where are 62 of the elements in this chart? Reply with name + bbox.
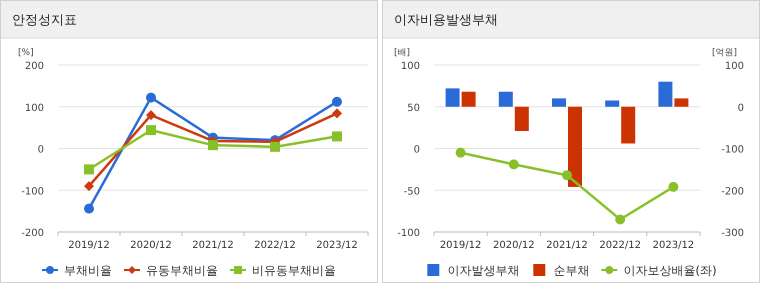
legend-label: 순부채	[553, 264, 590, 278]
x-tick-label: 2023/12	[316, 240, 358, 251]
bar	[498, 92, 513, 107]
x-tick-label: 2021/12	[192, 240, 234, 251]
y-tick-label: 0	[38, 144, 44, 156]
x-tick-label: 2019/12	[68, 240, 110, 251]
y-tick-label: -200	[21, 228, 44, 239]
point	[84, 164, 94, 174]
point	[332, 108, 342, 118]
chart-title: 이자비용발생부채	[394, 13, 498, 28]
point	[208, 140, 218, 150]
x-tick-label: 2023/12	[652, 240, 694, 251]
y2-tick-label: 0	[738, 102, 744, 114]
point	[84, 181, 94, 192]
bar	[674, 98, 688, 107]
bar	[552, 98, 566, 107]
bar	[462, 92, 476, 107]
y2-tick-label: -100	[721, 144, 744, 156]
point	[270, 142, 280, 152]
point	[615, 214, 626, 224]
x-tick-label: 2022/12	[599, 240, 641, 251]
x-tick-label: 2020/12	[493, 240, 535, 251]
point	[668, 182, 678, 192]
bar	[621, 106, 636, 144]
legend-label: 이자보상배율(좌)	[623, 264, 717, 278]
point	[562, 170, 572, 180]
legend-label: 부채비율	[64, 264, 112, 278]
point	[332, 96, 342, 107]
y-tick-label: -100	[397, 228, 420, 239]
bar	[568, 106, 582, 187]
x-tick-label: 2021/12	[546, 240, 588, 251]
legend-label: 비유동부채비율	[252, 264, 336, 278]
x-tick-label: 2022/12	[254, 240, 296, 251]
bar	[605, 100, 620, 107]
bar	[514, 106, 529, 131]
y-tick-label: 50	[407, 102, 420, 114]
legend-label: 이자발생부채	[447, 264, 520, 278]
y-tick-label: 0	[414, 144, 420, 156]
point	[332, 131, 342, 142]
legend-label: 유동부채비율	[146, 264, 218, 278]
x-tick-label: 2019/12	[440, 240, 482, 251]
point	[146, 125, 156, 136]
point	[456, 148, 466, 158]
bar	[658, 82, 672, 107]
y-tick-label: 100	[24, 102, 44, 114]
point	[508, 159, 519, 170]
point	[146, 92, 156, 103]
bar	[446, 88, 460, 107]
y-tick-label: -100	[21, 186, 44, 198]
chart-title: 안정성지표	[12, 13, 77, 28]
y-tick-label: 200	[24, 61, 44, 72]
y2-tick-label: 100	[724, 61, 744, 72]
point	[146, 110, 156, 120]
y-axis-title: [%]	[18, 48, 34, 58]
y-axis-title: [배]	[394, 48, 410, 58]
y-tick-label: -50	[404, 186, 420, 198]
point	[84, 204, 94, 214]
y-tick-label: 100	[400, 61, 420, 72]
y2-tick-label: -200	[721, 186, 744, 198]
y2-axis-title: [억원]	[712, 48, 738, 58]
x-tick-label: 2020/12	[130, 240, 172, 251]
y2-tick-label: -300	[721, 228, 744, 239]
